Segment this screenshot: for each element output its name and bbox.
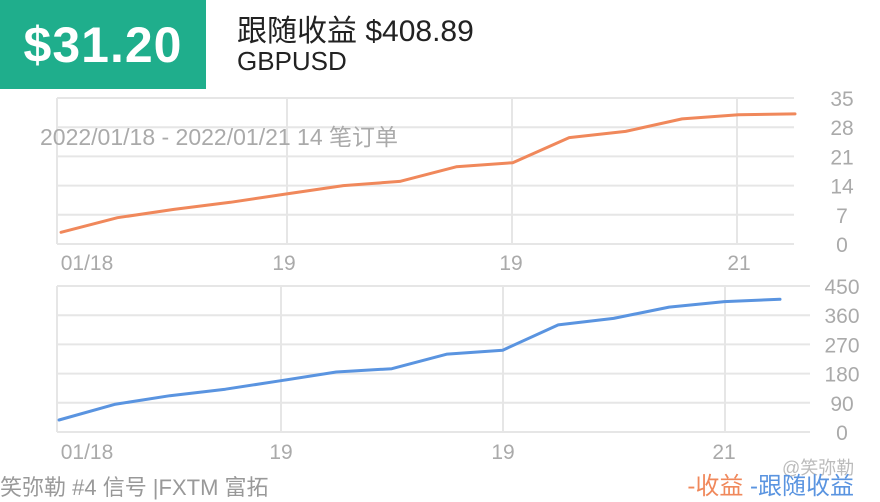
x-tick-label: 01/18 [61, 252, 114, 275]
y-tick-label: 7 [836, 205, 848, 228]
symbol-label: GBPUSD [237, 46, 347, 76]
signal-footer: 笑弥勒 #4 信号 |FXTM 富拓 [0, 475, 269, 500]
legend-profit: -收益 [687, 473, 744, 500]
y-tick-label: 90 [830, 393, 853, 416]
y-tick-label: 35 [830, 88, 853, 111]
y-tick-label: 0 [836, 422, 848, 445]
series-line [59, 112, 797, 234]
y-tick-label: 0 [836, 234, 848, 257]
y-tick-label: 28 [830, 117, 853, 140]
y-tick-label: 360 [824, 305, 859, 328]
x-tick-label: 19 [269, 441, 292, 464]
legend-follow: -跟随收益 [750, 473, 854, 500]
profit-badge: $31.20 [0, 0, 206, 89]
x-tick-label: 21 [712, 441, 735, 464]
x-tick-label: 19 [499, 252, 522, 275]
follow-profit-title: 跟随收益 $408.89 [237, 15, 474, 48]
x-tick-label: 21 [727, 252, 750, 275]
y-tick-label: 180 [824, 364, 859, 387]
y-tick-label: 21 [830, 146, 853, 169]
legend-separator [743, 473, 750, 500]
x-tick-label: 01/18 [61, 441, 114, 464]
y-tick-label: 270 [824, 334, 859, 357]
series-line [57, 297, 782, 422]
y-tick-label: 450 [824, 276, 859, 299]
x-tick-label: 19 [491, 441, 514, 464]
x-tick-label: 19 [272, 252, 295, 275]
date-range-label: 2022/01/18 - 2022/01/21 14 笔订单 [40, 124, 399, 150]
y-tick-label: 14 [830, 176, 854, 199]
watermark: @笑弥勒 [782, 458, 855, 478]
chart-legend: -收益 -跟随收益 [687, 466, 854, 501]
